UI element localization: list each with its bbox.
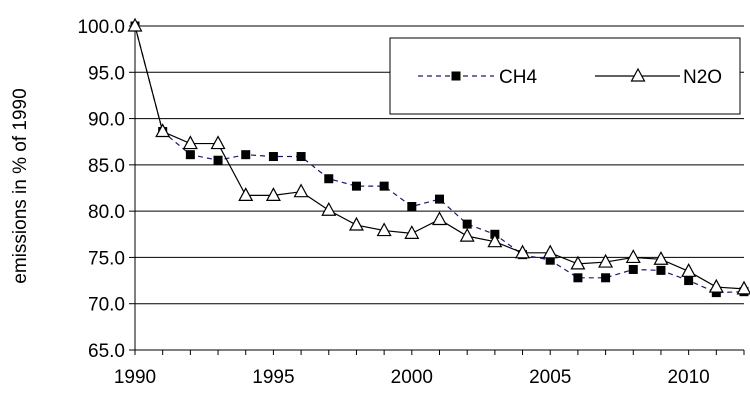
data-point-n2o bbox=[404, 225, 420, 239]
data-point-n2o bbox=[431, 211, 448, 226]
y-tick-label: 70.0 bbox=[88, 295, 125, 316]
y-tick-label: 85.0 bbox=[88, 156, 125, 177]
data-point-n2o bbox=[736, 280, 750, 295]
data-point-ch4 bbox=[213, 155, 223, 165]
data-point-ch4 bbox=[407, 202, 417, 212]
x-tick-label: 1995 bbox=[252, 367, 294, 388]
y-tick-label: 80.0 bbox=[88, 202, 125, 223]
data-point-ch4 bbox=[573, 273, 583, 283]
y-tick-label: 75.0 bbox=[88, 248, 125, 269]
data-point-ch4 bbox=[628, 264, 638, 274]
data-point-n2o bbox=[459, 227, 475, 242]
data-point-n2o bbox=[376, 222, 392, 237]
data-point-n2o bbox=[653, 251, 669, 265]
axes bbox=[129, 25, 745, 355]
data-point-n2o bbox=[681, 263, 697, 277]
data-point-n2o bbox=[542, 244, 558, 259]
x-axis-tick-labels: 1990 1995 2000 2005 2010 bbox=[114, 367, 710, 388]
data-point-n2o bbox=[210, 135, 226, 150]
data-point-ch4 bbox=[684, 276, 694, 286]
legend-marker-n2o bbox=[630, 67, 646, 82]
data-point-ch4 bbox=[601, 273, 611, 283]
y-axis-tick-labels: 65.0 70.0 75.0 80.0 85.0 90.0 95.0 100.0 bbox=[77, 17, 125, 362]
data-point-ch4 bbox=[351, 181, 361, 191]
data-point-ch4 bbox=[462, 219, 472, 229]
data-point-n2o bbox=[570, 255, 586, 270]
data-point-n2o bbox=[708, 278, 724, 293]
legend-marker-ch4 bbox=[451, 71, 461, 81]
data-point-ch4 bbox=[324, 174, 334, 184]
y-tick-label: 95.0 bbox=[88, 63, 125, 84]
legend-label-ch4: CH4 bbox=[499, 67, 537, 88]
data-point-n2o bbox=[515, 244, 531, 259]
x-tick-label: 2005 bbox=[529, 367, 571, 388]
data-point-n2o bbox=[293, 183, 309, 198]
data-point-ch4 bbox=[379, 181, 389, 191]
data-point-n2o bbox=[625, 249, 641, 264]
data-point-n2o bbox=[155, 123, 171, 138]
data-point-ch4 bbox=[296, 152, 306, 162]
legend: CH4 N2O bbox=[389, 37, 741, 115]
x-tick-label: 2010 bbox=[667, 367, 709, 388]
data-point-ch4 bbox=[656, 265, 666, 275]
data-point-n2o bbox=[321, 201, 337, 216]
x-tick-label: 2000 bbox=[391, 367, 433, 388]
data-point-ch4 bbox=[268, 152, 278, 162]
y-tick-label: 65.0 bbox=[88, 341, 125, 362]
data-series bbox=[127, 17, 750, 298]
data-point-n2o bbox=[348, 216, 364, 231]
data-point-ch4 bbox=[435, 194, 444, 204]
data-point-ch4 bbox=[545, 255, 555, 265]
y-tick-label: 90.0 bbox=[88, 110, 125, 131]
data-point-ch4 bbox=[241, 150, 251, 160]
legend-label-n2o: N2O bbox=[683, 67, 722, 88]
data-point-n2o bbox=[265, 187, 281, 202]
series-line-ch4 bbox=[134, 25, 745, 294]
data-point-n2o bbox=[487, 233, 503, 248]
data-point-n2o bbox=[182, 135, 198, 150]
y-axis-label: emissions in % of 1990 bbox=[10, 88, 31, 283]
x-tick-label: 1990 bbox=[114, 367, 156, 388]
y-tick-label: 100.0 bbox=[77, 17, 125, 38]
series-n2o bbox=[127, 17, 750, 295]
data-point-n2o bbox=[238, 187, 254, 202]
data-point-n2o bbox=[598, 253, 614, 268]
data-point-ch4 bbox=[185, 150, 195, 160]
data-point-n2o bbox=[127, 17, 143, 32]
